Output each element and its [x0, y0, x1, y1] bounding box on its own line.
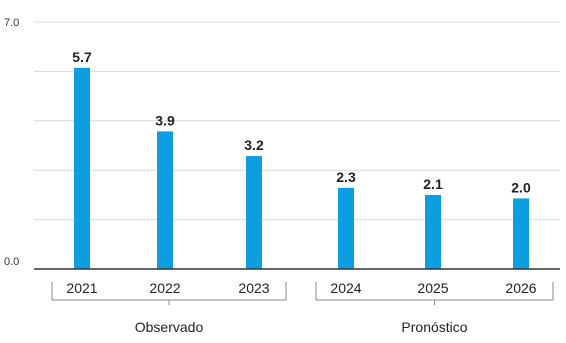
y-tick-label-0: 0.0 [4, 256, 19, 268]
x-tick-label-2026: 2026 [505, 280, 536, 296]
value-label-2022: 3.9 [155, 112, 175, 128]
value-label-2024: 2.3 [336, 169, 356, 185]
group-brackets: Observado Pronóstico [51, 282, 554, 335]
y-tick-label-1: 7.0 [4, 17, 19, 29]
group-label-1: Pronóstico [401, 319, 467, 335]
bars [74, 67, 529, 269]
value-labels: 5.7 3.9 3.2 2.3 2.1 2.0 [72, 49, 531, 196]
x-tick-label-2025: 2025 [417, 280, 448, 296]
value-label-2021: 5.7 [72, 49, 92, 65]
value-label-2023: 3.2 [244, 137, 264, 153]
x-tick-label-2023: 2023 [238, 280, 269, 296]
gridlines [34, 21, 560, 221]
axis: 0.0 7.0 2021 2022 2023 2024 2025 2026 [4, 17, 560, 296]
bar-2022 [157, 131, 173, 269]
value-label-2025: 2.1 [423, 176, 443, 192]
x-tick-label-2022: 2022 [149, 280, 180, 296]
x-tick-label-2021: 2021 [66, 280, 97, 296]
bar-2021 [74, 67, 90, 269]
group-label-0: Observado [135, 319, 204, 335]
bar-2026 [513, 198, 529, 269]
value-label-2026: 2.0 [511, 179, 531, 195]
bar-2025 [425, 194, 441, 269]
group-bracket-0 [51, 282, 287, 305]
group-bracket-1 [315, 282, 554, 305]
bar-2023 [246, 156, 262, 269]
x-tick-label-2024: 2024 [330, 280, 361, 296]
bar-2024 [338, 187, 354, 269]
